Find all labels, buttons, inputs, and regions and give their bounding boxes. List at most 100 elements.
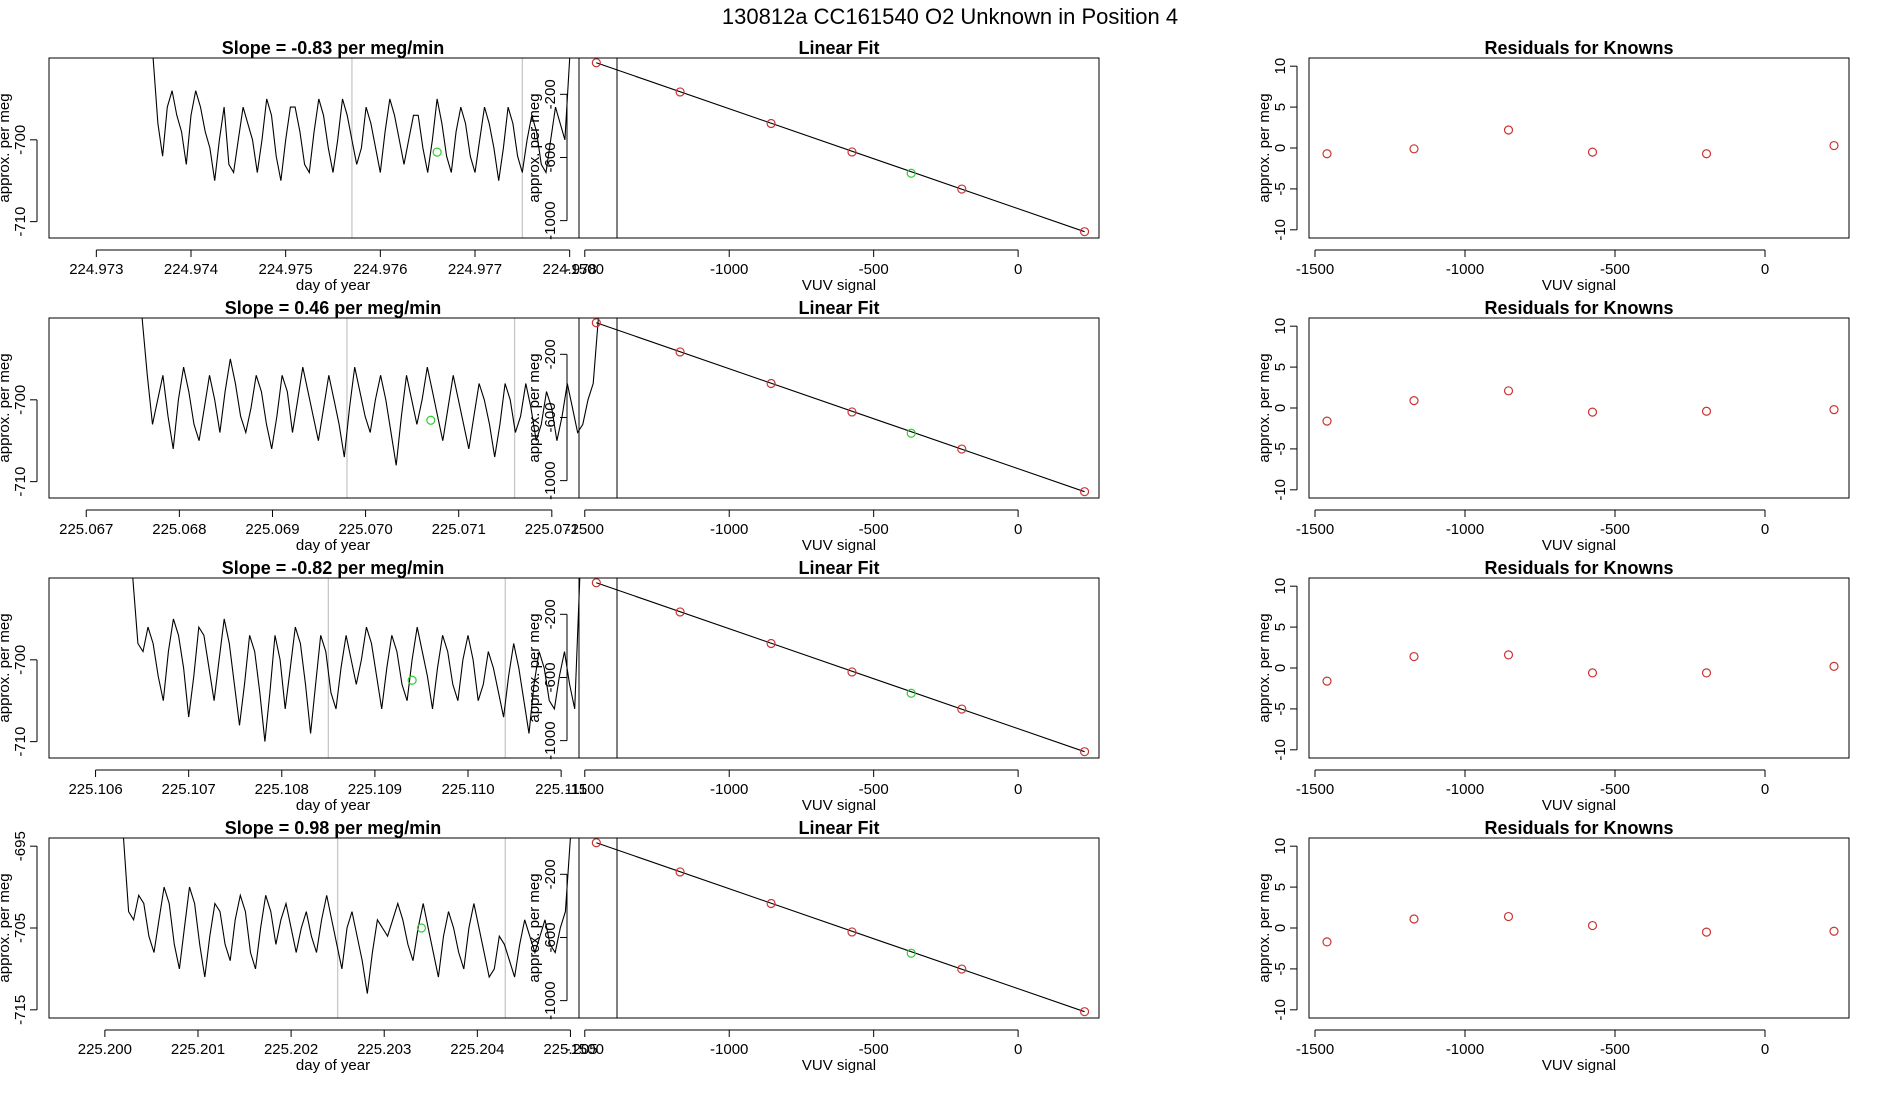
- y-tick-label: -5: [1272, 442, 1289, 455]
- unknown-point: [906, 428, 916, 438]
- x-tick-label: -1000: [1446, 1041, 1484, 1058]
- y-tick-label: -5: [1272, 702, 1289, 715]
- x-tick-label: 0: [1761, 261, 1769, 278]
- known-point: [847, 927, 857, 937]
- known-point: [1409, 144, 1419, 154]
- unknown-point: [407, 675, 417, 685]
- panel-title: Linear Fit: [798, 298, 879, 318]
- x-tick-label: -1000: [710, 521, 748, 538]
- x-tick-label: 0: [1761, 1041, 1769, 1058]
- known-point: [1409, 651, 1419, 662]
- y-tick-label: 0: [1272, 404, 1289, 412]
- y-tick-label: -10: [1272, 999, 1289, 1021]
- panels-grid: Slope = -0.83 per meg/min 224.973 224.974 2…: [0, 38, 1850, 1074]
- plot-area: [1322, 386, 1839, 426]
- y-tick-label: 5: [1272, 363, 1289, 371]
- y-tick-label: -1000: [542, 201, 559, 239]
- x-tick-label: 225.069: [245, 521, 299, 538]
- plot-area: [141, 318, 599, 498]
- x-tick-label: 0: [1014, 261, 1022, 278]
- known-point: [1079, 1007, 1090, 1017]
- y-tick-label: -10: [1272, 219, 1289, 241]
- known-point: [847, 667, 857, 677]
- y-tick-label: -200: [542, 339, 559, 369]
- known-point: [957, 184, 967, 194]
- y-tick-label: -10: [1272, 479, 1289, 501]
- x-tick-label: -500: [859, 781, 889, 798]
- known-point: [1829, 405, 1839, 415]
- y-tick-label: -5: [1272, 962, 1289, 975]
- plot-area: [152, 58, 571, 238]
- x-tick-label: 225.201: [171, 1041, 225, 1058]
- known-point: [957, 704, 967, 714]
- x-axis-label: VUV signal: [1542, 537, 1616, 554]
- x-tick-label: 225.106: [68, 781, 122, 798]
- known-point: [1587, 920, 1598, 931]
- known-point: [675, 347, 685, 357]
- unknown-point: [906, 948, 916, 958]
- x-tick-label: -1000: [1446, 781, 1484, 798]
- y-tick-label: -700: [12, 645, 29, 675]
- known-point: [766, 118, 776, 129]
- y-axis-label: approx. per meg: [526, 613, 543, 722]
- plot-frame: [48, 577, 618, 759]
- x-tick-label: -1500: [566, 1041, 604, 1058]
- y-axis-label: approx. per meg: [1256, 93, 1273, 202]
- x-axis-label: day of year: [296, 797, 370, 814]
- y-tick-label: -600: [542, 142, 559, 172]
- unknown-point: [432, 147, 442, 157]
- time-series-panel-row-2: Slope = 0.46 per meg/min 225.067 225.068 22…: [0, 298, 618, 554]
- x-tick-label: 0: [1014, 1041, 1022, 1058]
- y-tick-label: -710: [12, 467, 29, 497]
- y-tick-label: 10: [1272, 318, 1289, 335]
- x-tick-label: -1500: [1296, 781, 1334, 798]
- panel-title: Residuals for Knowns: [1484, 298, 1673, 318]
- x-tick-label: 0: [1761, 781, 1769, 798]
- known-point: [1701, 668, 1712, 678]
- x-axis-label: day of year: [296, 1057, 370, 1074]
- plot-area: [1322, 650, 1839, 686]
- y-tick-label: -700: [12, 385, 29, 415]
- x-tick-label: 225.108: [255, 781, 309, 798]
- x-axis-label: VUV signal: [802, 537, 876, 554]
- plot-frame: [48, 317, 618, 499]
- panel-title: Slope = 0.46 per meg/min: [225, 298, 442, 318]
- y-tick-label: 0: [1272, 144, 1289, 152]
- y-tick-label: 0: [1272, 664, 1289, 672]
- y-axis-label: approx. per meg: [0, 873, 13, 982]
- known-point: [1701, 927, 1712, 937]
- known-point: [1322, 416, 1332, 426]
- y-tick-label: -1000: [542, 721, 559, 759]
- fit-line: [596, 842, 1085, 1013]
- x-tick-label: 224.973: [69, 261, 123, 278]
- plot-frame: [48, 837, 618, 1019]
- series-line: [122, 838, 571, 994]
- x-tick-label: 224.974: [164, 261, 218, 278]
- x-tick-label: 225.071: [432, 521, 486, 538]
- y-tick-label: 5: [1272, 103, 1289, 111]
- y-axis-label: approx. per meg: [526, 353, 543, 462]
- y-axis-label: approx. per meg: [1256, 613, 1273, 722]
- figure-title: 130812a CC161540 O2 Unknown in Position …: [722, 4, 1178, 29]
- x-tick-label: -500: [1600, 1041, 1630, 1058]
- x-tick-label: 0: [1761, 521, 1769, 538]
- y-axis-label: approx. per meg: [0, 353, 13, 462]
- x-tick-label: -1500: [1296, 521, 1334, 538]
- x-tick-label: -500: [1600, 521, 1630, 538]
- x-axis-label: VUV signal: [1542, 277, 1616, 294]
- panel-title: Slope = 0.98 per meg/min: [225, 818, 442, 838]
- known-point: [591, 318, 601, 328]
- fit-line: [596, 582, 1085, 753]
- plot-area: [591, 58, 1090, 237]
- y-tick-label: -715: [12, 995, 29, 1025]
- known-point: [766, 898, 776, 909]
- x-tick-label: 225.205: [543, 1041, 597, 1058]
- y-tick-label: -200: [542, 599, 559, 629]
- x-axis-label: VUV signal: [802, 797, 876, 814]
- panel-title: Residuals for Knowns: [1484, 818, 1673, 838]
- x-tick-label: 225.109: [348, 781, 402, 798]
- linear-fit-panel-row-3: Linear Fit -1500 -1000 -500 0 VUV signal -200 -…: [526, 558, 1100, 814]
- x-tick-label: 224.976: [353, 261, 407, 278]
- x-tick-label: 224.977: [448, 261, 502, 278]
- x-tick-label: -1000: [1446, 521, 1484, 538]
